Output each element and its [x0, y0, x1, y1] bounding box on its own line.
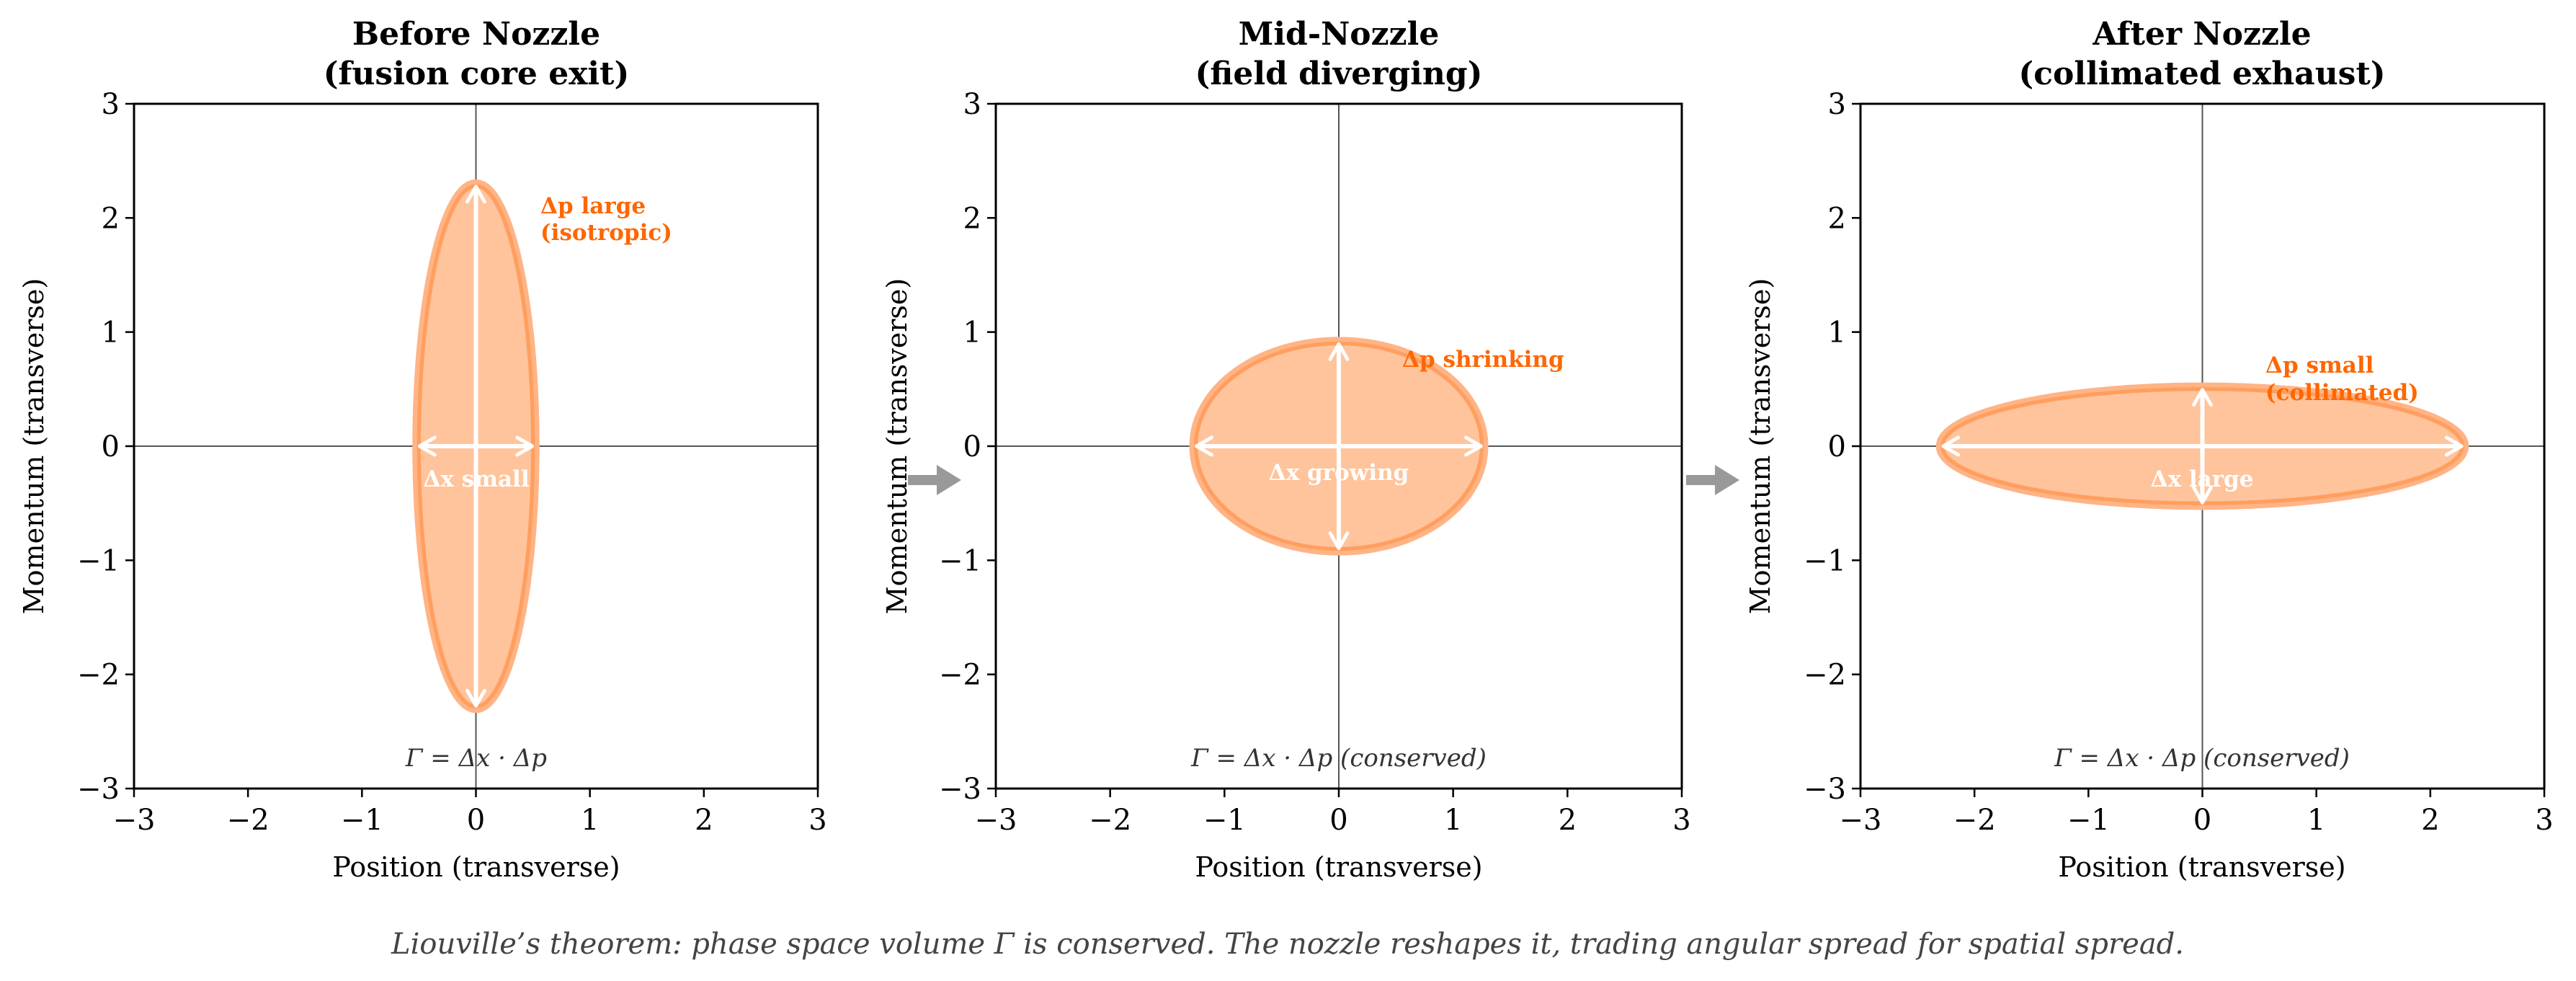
x-tick-label: 1	[1444, 804, 1462, 837]
phase-volume-formula: Γ = Δx · Δp (conserved)	[2054, 744, 2350, 773]
y-tick-label: 1	[1828, 316, 1846, 350]
x-tick-label: 3	[1672, 804, 1690, 837]
y-tick-label: 1	[963, 316, 981, 350]
y-tick-label: 1	[102, 316, 120, 350]
y-axis-label: Momentum (transverse)	[18, 278, 50, 614]
x-tick-label: −1	[341, 804, 383, 837]
dp-annotation-line1: Δp shrinking	[1402, 347, 1564, 373]
panel-title-line1: Before Nozzle	[352, 16, 600, 53]
y-tick-label: 3	[102, 88, 120, 121]
y-tick-label: −3	[77, 773, 120, 806]
phase-volume-formula: Γ = Δx · Δp	[405, 744, 547, 773]
x-tick-label: −2	[1089, 804, 1131, 837]
y-tick-label: 0	[963, 430, 981, 463]
y-tick-label: −3	[939, 773, 981, 806]
x-tick-label: 1	[2307, 804, 2325, 837]
y-tick-label: −2	[939, 659, 981, 692]
plot-area: −3 −2 −1 0 1 2 3 −3 −2 −1 0 1 2 3	[77, 88, 827, 837]
x-tick-label: 2	[1559, 804, 1577, 837]
dp-annotation-line2: (collimated)	[2265, 380, 2419, 406]
plot-area: −3 −2 −1 0 1 2 3 −3 −2 −1 0 1 2 3	[1804, 88, 2554, 837]
dx-annotation: Δx growing	[1269, 460, 1409, 486]
dp-annotation-line2: (isotropic)	[540, 220, 672, 246]
plot-area: −3 −2 −1 0 1 2 3 −3 −2 −1 0 1 2 3	[939, 88, 1691, 837]
x-tick-label: 2	[2421, 804, 2439, 837]
x-axis-label: Position (transverse)	[332, 851, 620, 883]
y-tick-label: −1	[1804, 544, 1846, 577]
panel-after-nozzle: After Nozzle (collimated exhaust) −3 −2 −1…	[1744, 16, 2554, 883]
y-tick-label: −1	[77, 544, 120, 577]
dp-annotation-line1: Δp small	[2265, 352, 2374, 378]
dx-annotation: Δx small	[423, 466, 529, 492]
y-axis-label: Momentum (transverse)	[881, 278, 913, 614]
panel-title-line2: (collimated exhaust)	[2018, 56, 2385, 92]
x-axis-label: Position (transverse)	[2058, 851, 2345, 883]
y-tick-label: 2	[1828, 202, 1846, 235]
flow-arrow-icon	[1686, 465, 1739, 495]
dp-annotation-line1: Δp large	[540, 193, 646, 219]
x-tick-label: −2	[1953, 804, 1996, 837]
y-tick-label: 0	[1828, 430, 1846, 463]
panel-title-line1: After Nozzle	[2092, 16, 2311, 53]
y-tick-label: 2	[963, 202, 981, 235]
y-tick-label: −2	[1804, 659, 1846, 692]
dx-annotation: Δx large	[2151, 466, 2254, 492]
y-tick-label: −1	[939, 544, 981, 577]
x-tick-label: 1	[581, 804, 599, 837]
x-tick-label: 0	[1329, 804, 1347, 837]
y-tick-label: 0	[102, 430, 120, 463]
y-tick-label: 3	[963, 88, 981, 121]
flow-arrow-icon	[908, 465, 961, 495]
x-tick-label: −3	[975, 804, 1017, 837]
x-tick-label: 0	[467, 804, 485, 837]
x-tick-label: 3	[2535, 804, 2553, 837]
panel-title-line2: (field diverging)	[1195, 56, 1483, 92]
y-tick-label: −2	[77, 659, 120, 692]
x-tick-label: −1	[1203, 804, 1246, 837]
x-tick-label: 2	[695, 804, 713, 837]
x-tick-label: −2	[227, 804, 269, 837]
panel-before-nozzle: Before Nozzle (fusion core exit) −3 −2 −1 0…	[18, 16, 827, 883]
panel-mid-nozzle: Mid-Nozzle (field diverging) −3 −2 −1 0 1 2 3−…	[881, 16, 1691, 883]
y-tick-label: −3	[1804, 773, 1846, 806]
x-tick-label: 3	[808, 804, 826, 837]
panel-title-line1: Mid-Nozzle	[1239, 16, 1440, 53]
panel-title-line2: (fusion core exit)	[324, 56, 630, 92]
y-axis-label: Momentum (transverse)	[1744, 278, 1776, 614]
x-tick-label: −3	[113, 804, 156, 837]
x-tick-label: −1	[2067, 804, 2110, 837]
y-tick-label: 3	[1828, 88, 1846, 121]
y-tick-label: 2	[102, 202, 120, 235]
x-tick-label: 0	[2193, 804, 2211, 837]
x-tick-label: −3	[1840, 804, 1882, 837]
phase-volume-formula: Γ = Δx · Δp (conserved)	[1190, 744, 1487, 773]
x-axis-label: Position (transverse)	[1195, 851, 1482, 883]
figure-caption: Liouville’s theorem: phase space volume …	[391, 928, 2184, 961]
